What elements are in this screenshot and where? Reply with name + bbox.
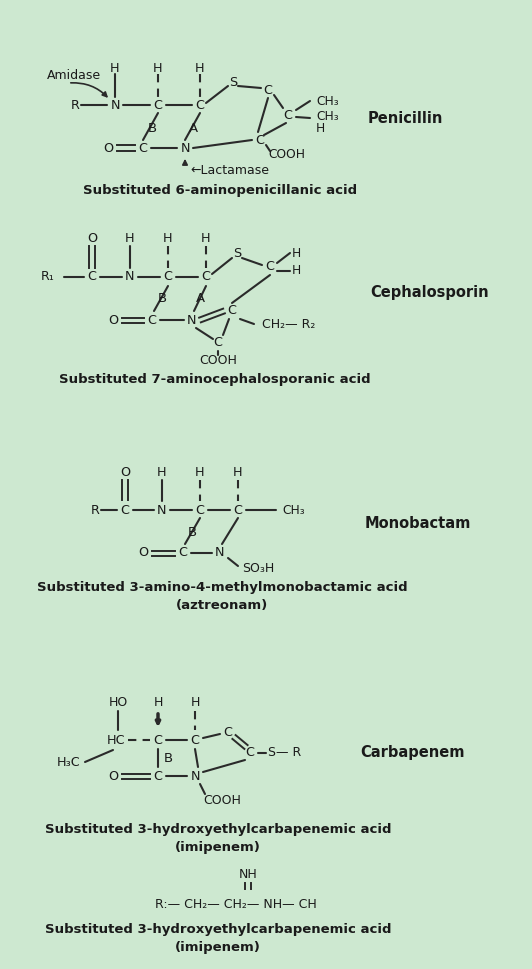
Text: N: N (110, 99, 120, 111)
Text: O: O (138, 547, 148, 559)
Text: COOH: COOH (268, 147, 305, 161)
Text: A: A (188, 121, 197, 135)
Text: C: C (87, 270, 96, 284)
Text: H: H (195, 61, 205, 75)
Text: Substituted 3-hydroxyethylcarbapenemic acid: Substituted 3-hydroxyethylcarbapenemic a… (45, 824, 391, 836)
Text: HC: HC (107, 734, 126, 746)
Text: N: N (180, 141, 190, 154)
Text: N: N (215, 547, 225, 559)
Text: H: H (157, 465, 167, 479)
Text: H: H (163, 232, 173, 244)
Text: Cephalosporin: Cephalosporin (370, 286, 488, 300)
Text: S: S (229, 76, 237, 88)
Text: S— R: S— R (268, 746, 301, 760)
Text: CH₃: CH₃ (282, 504, 305, 516)
Text: C: C (121, 504, 129, 516)
Text: R: R (71, 99, 79, 111)
Text: C: C (234, 504, 243, 516)
Text: C: C (202, 270, 211, 284)
Text: B: B (157, 293, 167, 305)
Text: C: C (163, 270, 172, 284)
Text: C: C (263, 83, 272, 97)
Text: R: R (90, 504, 99, 516)
Text: COOH: COOH (203, 794, 241, 806)
Text: H: H (110, 61, 120, 75)
Text: H: H (125, 232, 135, 244)
Text: Substituted 3-hydroxyethylcarbapenemic acid: Substituted 3-hydroxyethylcarbapenemic a… (45, 923, 391, 936)
Text: H: H (316, 121, 325, 135)
Text: SO₃H: SO₃H (242, 562, 275, 576)
Text: C: C (284, 109, 293, 121)
Text: ←Lactamase: ←Lactamase (190, 164, 269, 176)
Text: C: C (147, 314, 156, 327)
Text: C: C (213, 336, 222, 350)
Text: B: B (147, 121, 156, 135)
Text: H: H (195, 465, 205, 479)
Text: (imipenem): (imipenem) (175, 841, 261, 855)
Text: O: O (108, 314, 118, 327)
Text: A: A (195, 293, 205, 305)
Text: H: H (201, 232, 211, 244)
Text: O: O (103, 141, 113, 154)
Text: CH₃: CH₃ (316, 95, 339, 108)
Text: Substituted 6-aminopenicillanic acid: Substituted 6-aminopenicillanic acid (83, 183, 357, 197)
Text: N: N (125, 270, 135, 284)
Text: (imipenem): (imipenem) (175, 942, 261, 954)
Text: N: N (187, 314, 197, 327)
Text: C: C (223, 726, 232, 738)
Text: CH₃: CH₃ (316, 109, 339, 122)
Text: C: C (154, 734, 162, 746)
Text: N: N (190, 769, 200, 783)
Text: C: C (255, 134, 264, 146)
Text: C: C (228, 304, 237, 318)
Text: C: C (190, 734, 200, 746)
Text: H: H (190, 697, 200, 709)
Text: H: H (153, 61, 163, 75)
Text: C: C (154, 99, 162, 111)
Text: HO: HO (109, 697, 128, 709)
Text: C: C (245, 746, 254, 760)
Text: R:— CH₂— CH₂— NH— CH: R:— CH₂— CH₂— NH— CH (155, 898, 317, 912)
Text: Substituted 7-aminocephalosporanic acid: Substituted 7-aminocephalosporanic acid (59, 373, 371, 387)
Text: (aztreonam): (aztreonam) (176, 599, 268, 611)
Text: COOH: COOH (199, 355, 237, 367)
Text: B: B (187, 525, 196, 539)
Text: N: N (157, 504, 167, 516)
Text: H: H (153, 697, 163, 709)
Text: C: C (195, 504, 204, 516)
Text: Substituted 3-amino-4-methylmonobactamic acid: Substituted 3-amino-4-methylmonobactamic… (37, 580, 408, 593)
Text: Carbapenem: Carbapenem (360, 744, 464, 760)
Text: R₁: R₁ (41, 270, 55, 284)
Text: CH₂— R₂: CH₂— R₂ (262, 319, 315, 331)
Text: C: C (195, 99, 204, 111)
Text: Amidase: Amidase (47, 69, 101, 81)
Text: C: C (154, 769, 162, 783)
Text: H: H (292, 265, 301, 277)
Text: B: B (163, 753, 172, 766)
Text: C: C (179, 547, 187, 559)
Text: O: O (120, 465, 130, 479)
Text: H: H (292, 246, 301, 260)
Text: O: O (108, 769, 118, 783)
Text: H: H (233, 465, 243, 479)
Text: C: C (138, 141, 147, 154)
Text: C: C (265, 261, 275, 273)
Text: Monobactam: Monobactam (365, 516, 471, 530)
Text: H₃C: H₃C (56, 756, 80, 768)
Text: Penicillin: Penicillin (368, 110, 443, 126)
Text: O: O (87, 232, 97, 244)
Text: S: S (233, 246, 241, 260)
Text: NH: NH (239, 868, 257, 882)
